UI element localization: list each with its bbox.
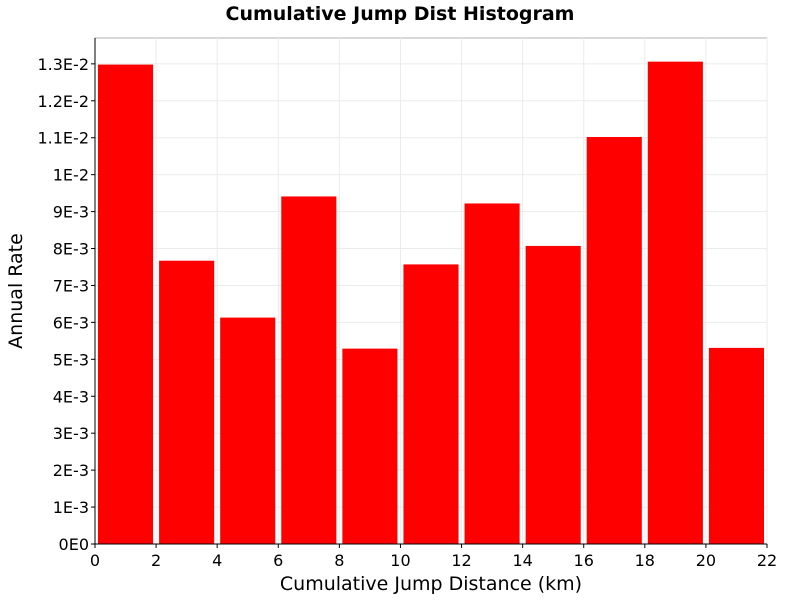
y-tick-label: 3E-3 xyxy=(53,424,89,443)
x-tick-label: 6 xyxy=(273,551,283,570)
x-tick-label: 20 xyxy=(696,551,716,570)
y-tick-label: 1.1E-2 xyxy=(37,129,89,148)
y-ticks: 0E0 1E-3 2E-3 3E-3 4E-3 5E-3 6E-3 7E-3 8E-3 9E-3 1… xyxy=(37,55,95,554)
y-tick-label: 8E-3 xyxy=(53,240,89,259)
bars xyxy=(98,61,764,545)
x-tick-label: 8 xyxy=(334,551,344,570)
x-axis-label: Cumulative Jump Distance (km) xyxy=(280,573,582,595)
bar-0 xyxy=(98,64,154,544)
y-tick-label: 9E-3 xyxy=(53,203,89,222)
bar-10 xyxy=(708,347,764,544)
y-tick-label: 2E-3 xyxy=(53,461,89,480)
bar-8 xyxy=(586,136,642,544)
y-tick-label: 4E-3 xyxy=(53,387,89,406)
x-tick-label: 2 xyxy=(151,551,161,570)
x-tick-label: 16 xyxy=(574,551,594,570)
y-tick-label: 1.2E-2 xyxy=(37,92,89,111)
y-tick-label: 1E-3 xyxy=(53,498,89,517)
x-tick-label: 0 xyxy=(90,551,100,570)
y-axis-label: Annual Rate xyxy=(5,233,27,349)
bar-6 xyxy=(464,203,520,544)
x-tick-label: 14 xyxy=(512,551,532,570)
x-tick-label: 10 xyxy=(390,551,410,570)
bar-1 xyxy=(159,260,215,544)
y-tick-label: 1.3E-2 xyxy=(37,55,89,74)
axes xyxy=(94,38,767,545)
bar-3 xyxy=(281,196,337,544)
y-tick-label: 0E0 xyxy=(59,535,89,554)
bar-7 xyxy=(525,245,581,545)
y-tick-label: 1E-2 xyxy=(53,166,89,185)
y-tick-label: 6E-3 xyxy=(53,313,89,332)
y-tick-label: 5E-3 xyxy=(53,350,89,369)
x-ticks: 0 2 4 6 8 10 12 14 16 18 20 22 xyxy=(90,544,777,570)
x-tick-label: 18 xyxy=(635,551,655,570)
y-tick-label: 7E-3 xyxy=(53,276,89,295)
bar-9 xyxy=(647,61,703,545)
bar-5 xyxy=(403,264,459,544)
bar-4 xyxy=(342,348,398,544)
chart-title: Cumulative Jump Dist Histogram xyxy=(226,3,575,25)
x-tick-label: 22 xyxy=(757,551,777,570)
x-tick-label: 12 xyxy=(451,551,471,570)
bar-2 xyxy=(220,317,276,544)
x-tick-label: 4 xyxy=(212,551,222,570)
